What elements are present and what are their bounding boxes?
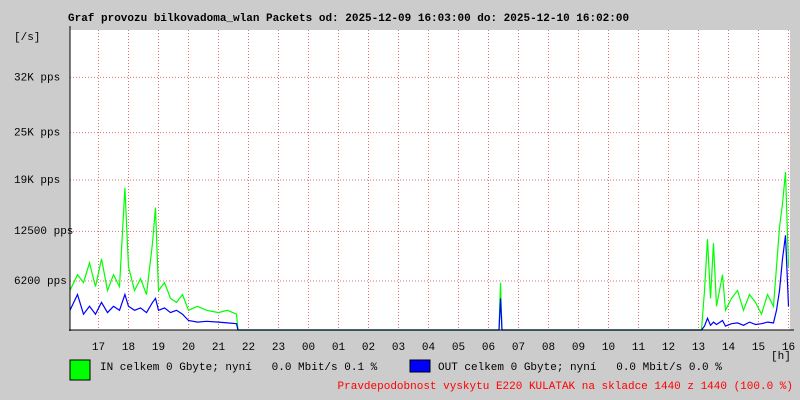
x-tick-label: 21 bbox=[212, 342, 226, 354]
x-tick-label: 02 bbox=[362, 342, 375, 354]
y-tick-label: 25K pps bbox=[14, 128, 60, 140]
x-tick-label: 17 bbox=[92, 342, 105, 354]
y-tick-label: 19K pps bbox=[14, 175, 60, 187]
legend-in: IN celkem 0 Gbyte; nyní 0.0 Mbit/s 0.1 % bbox=[100, 362, 378, 374]
x-tick-label: 06 bbox=[482, 342, 495, 354]
legend-swatch-out bbox=[409, 359, 431, 373]
x-tick-label: 05 bbox=[452, 342, 465, 354]
x-tick-label: 20 bbox=[182, 342, 195, 354]
x-tick-label: 22 bbox=[242, 342, 255, 354]
y-unit: [/s] bbox=[14, 32, 40, 44]
series-line bbox=[69, 235, 790, 331]
x-tick-label: 10 bbox=[602, 342, 615, 354]
chart-title: Graf provozu bilkovadoma_wlan Packets od… bbox=[68, 13, 629, 25]
x-tick-label: 00 bbox=[302, 342, 315, 354]
x-tick-label: 01 bbox=[332, 342, 346, 354]
x-tick-label: 08 bbox=[542, 342, 555, 354]
x-tick-label: 11 bbox=[632, 342, 646, 354]
y-tick-label: 12500 pps bbox=[14, 226, 73, 238]
x-tick-label: 04 bbox=[422, 342, 436, 354]
legend-out: OUT celkem 0 Gbyte; nyní 0.0 Mbit/s 0.0 … bbox=[438, 362, 722, 374]
x-tick-label: 14 bbox=[722, 342, 736, 354]
x-tick-label: 09 bbox=[572, 342, 585, 354]
series-line bbox=[69, 172, 790, 331]
x-tick-label: 16 bbox=[782, 342, 795, 354]
x-tick-label: 18 bbox=[122, 342, 135, 354]
x-tick-label: 12 bbox=[662, 342, 675, 354]
x-tick-label: 03 bbox=[392, 342, 405, 354]
legend-swatch-in bbox=[69, 359, 91, 381]
annotation: Pravdepodobnost vyskytu E220 KULATAK na … bbox=[338, 381, 793, 393]
x-tick-label: 07 bbox=[512, 342, 525, 354]
y-tick-label: 6200 pps bbox=[14, 276, 67, 288]
x-tick-label: 19 bbox=[152, 342, 165, 354]
x-tick-label: 15 bbox=[752, 342, 765, 354]
y-tick-label: 32K pps bbox=[14, 72, 60, 84]
x-tick-label: 13 bbox=[692, 342, 705, 354]
x-unit: [h] bbox=[771, 351, 791, 363]
x-tick-label: 23 bbox=[272, 342, 285, 354]
